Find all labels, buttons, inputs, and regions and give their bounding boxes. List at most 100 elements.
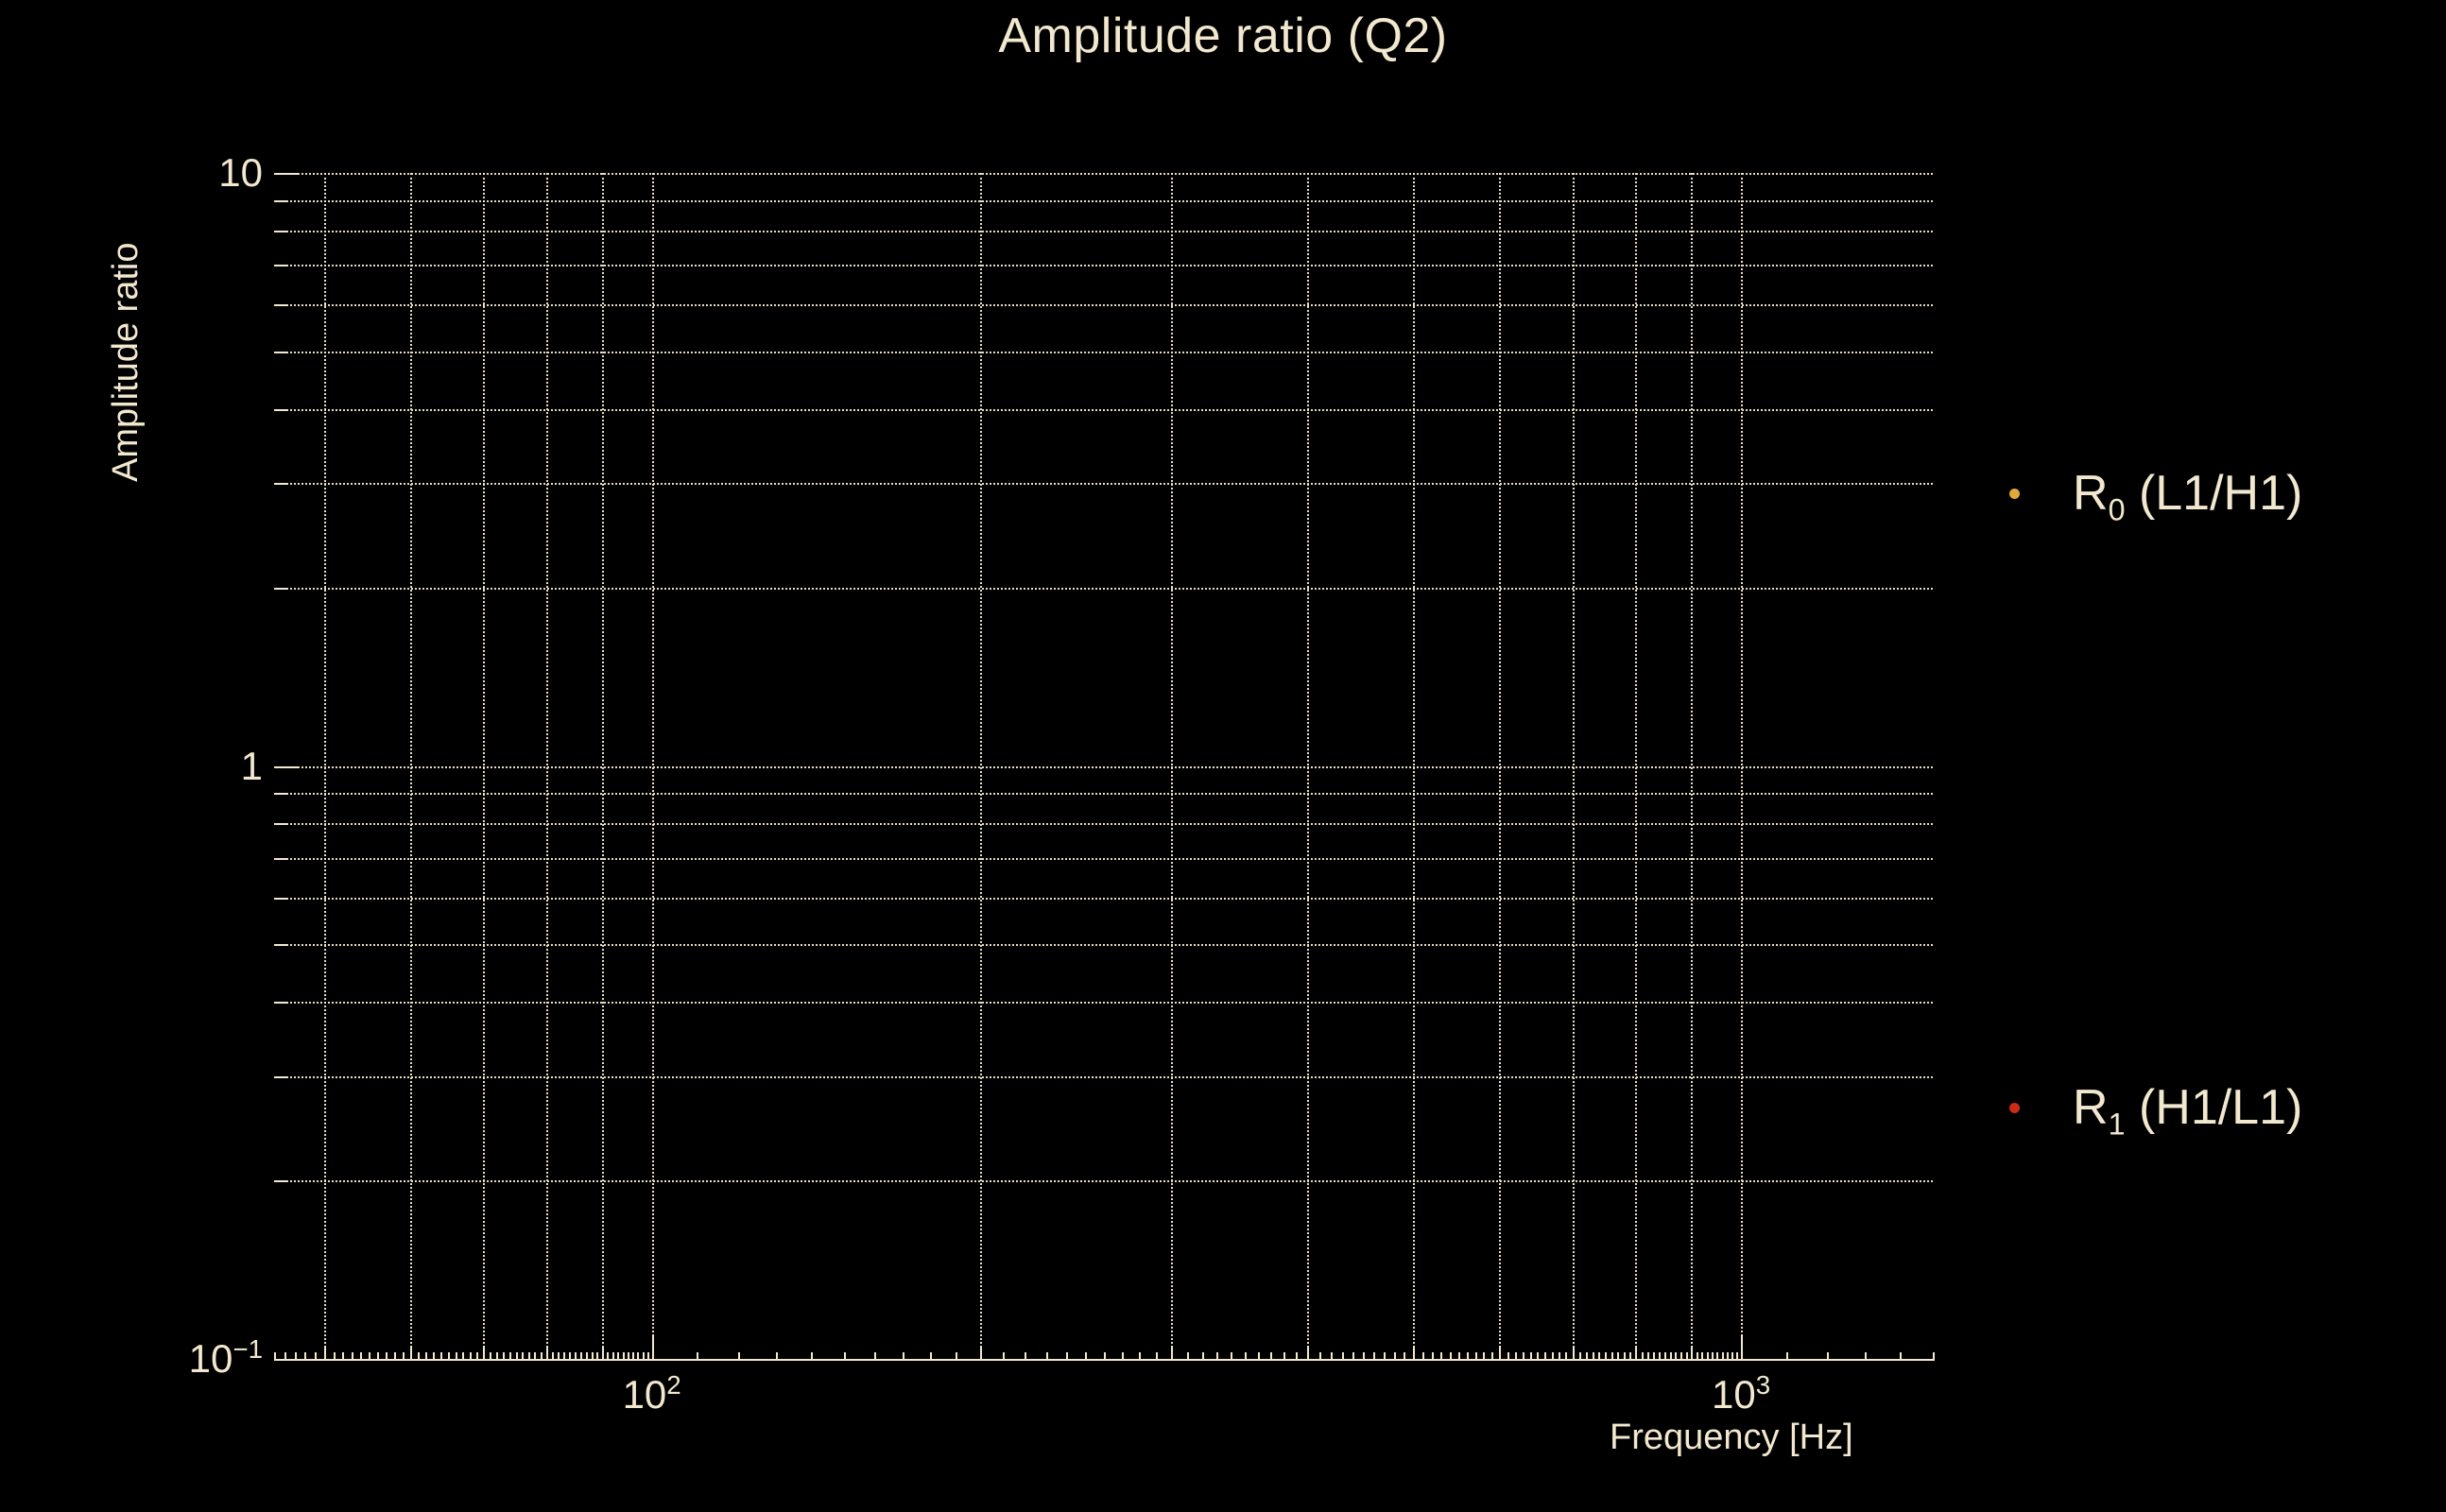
x-tick-subminor [1307,1352,1310,1359]
x-tick-subminor [1736,1352,1739,1359]
x-tick-subminor [402,1352,405,1359]
gridline-horizontal [274,408,1933,411]
y-tick-minor [274,265,288,267]
y-tick-label-10: 10 [218,150,263,196]
x-tick-subminor [1514,1352,1517,1359]
x-tick-subminor [1201,1352,1204,1359]
x-tick-subminor [697,1352,699,1359]
gridline-vertical [1635,173,1638,1359]
x-tick-subminor [1741,1352,1744,1359]
x-tick-subminor [1330,1352,1333,1359]
x-tick-subminor [617,1352,620,1359]
gridline-vertical [1413,173,1416,1359]
y-tick-minor [274,230,288,232]
x-tick-subminor [1726,1352,1729,1359]
y-tick-mantissa: 10 [218,150,263,195]
x-tick-subminor [1474,1352,1477,1359]
x-tick-subminor [1680,1352,1683,1359]
legend-marker-icon [2009,1102,2020,1113]
x-tick-subminor [1045,1352,1048,1359]
x-tick-subminor [1675,1352,1678,1359]
x-tick-subminor [979,1352,982,1359]
x-tick-subminor [552,1352,555,1359]
x-tick-subminor [580,1352,583,1359]
x-tick-subminor [469,1352,472,1359]
gridline-horizontal [274,897,1933,900]
x-tick-subminor [1551,1352,1554,1359]
x-tick-exponent: 3 [1755,1370,1771,1400]
x-tick-subminor [596,1352,599,1359]
x-tick-subminor [323,1352,326,1359]
x-tick-subminor [1537,1352,1540,1359]
gridline-vertical [483,173,486,1359]
x-tick-subminor [527,1352,530,1359]
x-tick-subminor [1103,1352,1106,1359]
x-tick-subminor [1002,1352,1005,1359]
y-axis-tick-labels: 10 1 10−1 [113,150,263,1381]
x-tick-subminor [1529,1352,1532,1359]
gridline-vertical [323,173,326,1359]
y-tick-minor [274,483,288,486]
x-tick-label-100: 102 [623,1372,681,1418]
x-tick-subminor [1663,1352,1666,1359]
legend: R0 (L1/H1) R1 (H1/L1) [1975,397,2420,1140]
x-tick-subminor [563,1352,566,1359]
x-tick-subminor [1559,1352,1561,1359]
x-tick-subminor [448,1352,451,1359]
x-tick-subminor [1490,1352,1493,1359]
x-tick-exponent: 2 [666,1370,681,1400]
y-tick-minor [274,793,288,796]
y-tick-label-0.1: 10−1 [189,1336,263,1382]
gridline-horizontal [274,304,1933,307]
gridline-horizontal [274,1075,1933,1078]
gridline-vertical [1171,173,1174,1359]
x-tick-subminor [1155,1352,1158,1359]
x-tick-subminor [342,1352,345,1359]
x-tick-subminor [304,1352,307,1359]
x-tick-subminor [1352,1352,1355,1359]
y-tick-minor [274,897,288,900]
y-tick-mantissa: 10 [188,1336,233,1381]
y-tick-major [274,1359,299,1361]
gridline-vertical [1691,173,1694,1359]
x-tick-subminor [1384,1352,1387,1359]
x-tick-major [651,1334,654,1359]
x-tick-subminor [646,1352,649,1359]
x-tick-subminor [873,1352,876,1359]
legend-entry-r1[interactable]: R1 (H1/L1) [1975,1079,2303,1142]
x-tick-subminor [386,1352,388,1359]
legend-marker-icon [2009,488,2020,499]
x-tick-subminor [360,1352,363,1359]
y-tick-minor [274,823,288,826]
x-tick-subminor [440,1352,443,1359]
y-tick-mantissa: 1 [240,743,263,788]
gridline-horizontal [274,265,1933,267]
x-tick-subminor [601,1352,604,1359]
x-tick-subminor [737,1352,740,1359]
x-tick-subminor [394,1352,396,1359]
x-tick-subminor [1499,1352,1502,1359]
x-tick-subminor [1701,1352,1704,1359]
x-tick-subminor [433,1352,436,1359]
x-tick-subminor [1685,1352,1688,1359]
x-tick-subminor [534,1352,537,1359]
x-tick-subminor [1572,1352,1575,1359]
x-tick-subminor [1611,1352,1613,1359]
x-tick-subminor [929,1352,932,1359]
legend-label: R1 (H1/L1) [2073,1080,2303,1142]
x-tick-subminor [377,1352,380,1359]
x-tick-label-1000: 103 [1712,1372,1770,1418]
x-tick-subminor [1231,1352,1233,1359]
gridline-vertical [979,173,982,1359]
x-tick-subminor [1646,1352,1649,1359]
gridline-horizontal [274,944,1933,947]
x-tick-subminor [955,1352,957,1359]
x-tick-subminor [1933,1352,1935,1359]
legend-entry-r0[interactable]: R0 (L1/H1) [1975,465,2302,525]
x-tick-subminor [1363,1352,1366,1359]
x-tick-subminor [1522,1352,1524,1359]
x-tick-subminor [455,1352,457,1359]
y-tick-minor [274,304,288,307]
gridline-vertical [1741,173,1744,1359]
x-tick-subminor [1431,1352,1434,1359]
